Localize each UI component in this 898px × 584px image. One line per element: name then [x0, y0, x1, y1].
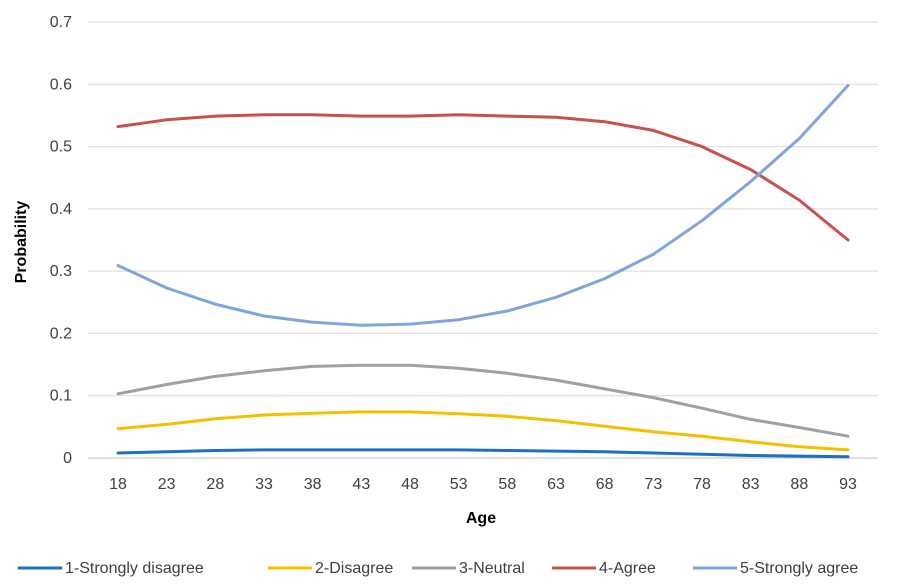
y-tick-label: 0.7: [50, 14, 72, 31]
x-tick-label: 18: [109, 476, 127, 493]
y-tick-label: 0.5: [50, 139, 72, 156]
x-tick-label: 38: [304, 476, 322, 493]
x-tick-label: 53: [450, 476, 468, 493]
y-tick-label: 0.2: [50, 325, 72, 342]
x-axis-ticks: 18 23 28 33 38 43 48 53 58 63 68 73 78 83 88 93: [109, 476, 857, 493]
legend-label: 2-Disagree: [315, 560, 393, 577]
y-tick-label: 0.1: [50, 388, 72, 405]
x-tick-label: 68: [596, 476, 614, 493]
x-tick-label: 63: [547, 476, 565, 493]
legend-label: 5-Strongly agree: [740, 560, 858, 577]
x-tick-label: 83: [742, 476, 760, 493]
x-tick-label: 58: [498, 476, 516, 493]
series-line: [116, 363, 850, 438]
x-tick-label: 28: [206, 476, 224, 493]
y-axis-ticks: 0 0.1 0.2 0.3 0.4 0.5 0.6 0.7: [50, 14, 72, 467]
y-tick-label: 0: [63, 450, 72, 467]
y-tick-label: 0.6: [50, 76, 72, 93]
series-line: [116, 410, 850, 452]
legend-label: 3-Neutral: [459, 560, 525, 577]
x-tick-label: 93: [839, 476, 857, 493]
legend: 1-Strongly disagree 2-Disagree 3-Neutral 4-…: [18, 560, 858, 577]
series-line: [116, 84, 850, 327]
y-tick-label: 0.4: [50, 201, 72, 218]
gridlines: [88, 21, 878, 459]
series-lines: [116, 84, 850, 459]
y-axis-title: Probability: [13, 201, 30, 284]
x-axis-title: Age: [466, 510, 496, 527]
y-tick-label: 0.3: [50, 263, 72, 280]
legend-label: 1-Strongly disagree: [65, 560, 204, 577]
x-tick-label: 48: [401, 476, 419, 493]
x-tick-label: 43: [352, 476, 370, 493]
x-tick-label: 33: [255, 476, 273, 493]
series-line: [116, 113, 850, 242]
x-tick-label: 23: [158, 476, 176, 493]
x-tick-label: 73: [644, 476, 662, 493]
x-tick-label: 78: [693, 476, 711, 493]
legend-label: 4-Agree: [599, 560, 656, 577]
x-tick-label: 88: [790, 476, 808, 493]
series-line: [116, 448, 850, 459]
